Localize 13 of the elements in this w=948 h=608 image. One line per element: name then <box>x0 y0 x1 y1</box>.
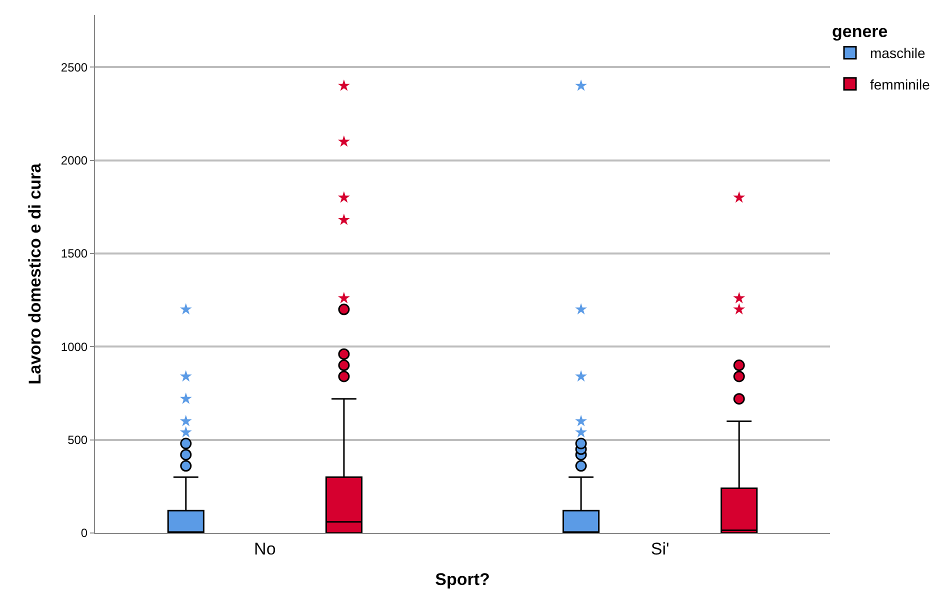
y-tick-label: 1500 <box>60 246 88 261</box>
legend-label: femminile <box>870 76 930 92</box>
x-tick-label: Si' <box>650 539 670 558</box>
x-tick-label: No <box>254 539 276 558</box>
y-tick-label: 0 <box>80 526 88 540</box>
y-tick-label: 500 <box>68 433 88 448</box>
y-tick-label: 2000 <box>60 154 88 168</box>
y-axis-title: Lavoro domestico e di cura <box>25 162 44 385</box>
y-tick-label: 1000 <box>60 340 88 354</box>
y-tick-label: 2500 <box>60 60 88 74</box>
legend-label: maschile <box>870 45 926 62</box>
legend-title: genere <box>832 22 888 42</box>
x-axis-title: Sport? <box>435 570 490 589</box>
